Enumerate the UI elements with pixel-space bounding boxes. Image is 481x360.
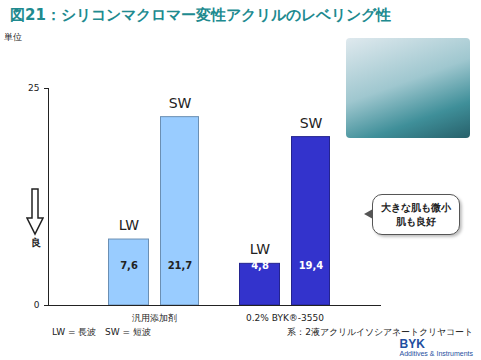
html-text:大きな肌も微小肌も良好: 大きな肌も微小肌も良好	[381, 202, 451, 227]
svg-text:SW: SW	[169, 95, 192, 111]
svg-text:良: 良	[31, 237, 41, 248]
svg-text:単位: 単位	[4, 32, 22, 42]
html-text:LW = 長波 SW = 短波: LW = 長波 SW = 短波	[52, 327, 151, 337]
svg-text:LW: LW	[119, 217, 140, 233]
html-text:Additives & Instruments: Additives & Instruments	[399, 350, 473, 357]
svg-text:4,8: 4,8	[251, 260, 269, 271]
html-text:系：2液アクリルイソシアネートクリヤコート: 系：2液アクリルイソシアネートクリヤコート	[287, 327, 473, 337]
html-text:図21：シリコンマクロマー変性アクリルのレベリング性: 図21：シリコンマクロマー変性アクリルのレベリング性	[10, 6, 391, 24]
svg-text:7,6: 7,6	[120, 260, 138, 271]
html-text:BYK: BYK	[399, 337, 425, 351]
svg-text:汎用添加剤: 汎用添加剤	[132, 313, 177, 323]
svg-text:19,4: 19,4	[299, 260, 324, 271]
svg-text:25: 25	[28, 83, 39, 93]
svg-text:21,7: 21,7	[168, 260, 193, 271]
svg-text:LW: LW	[250, 241, 271, 257]
svg-text:SW: SW	[300, 115, 323, 131]
svg-text:0: 0	[34, 300, 40, 310]
svg-text:0.2% BYK®-3550: 0.2% BYK®-3550	[246, 313, 324, 323]
